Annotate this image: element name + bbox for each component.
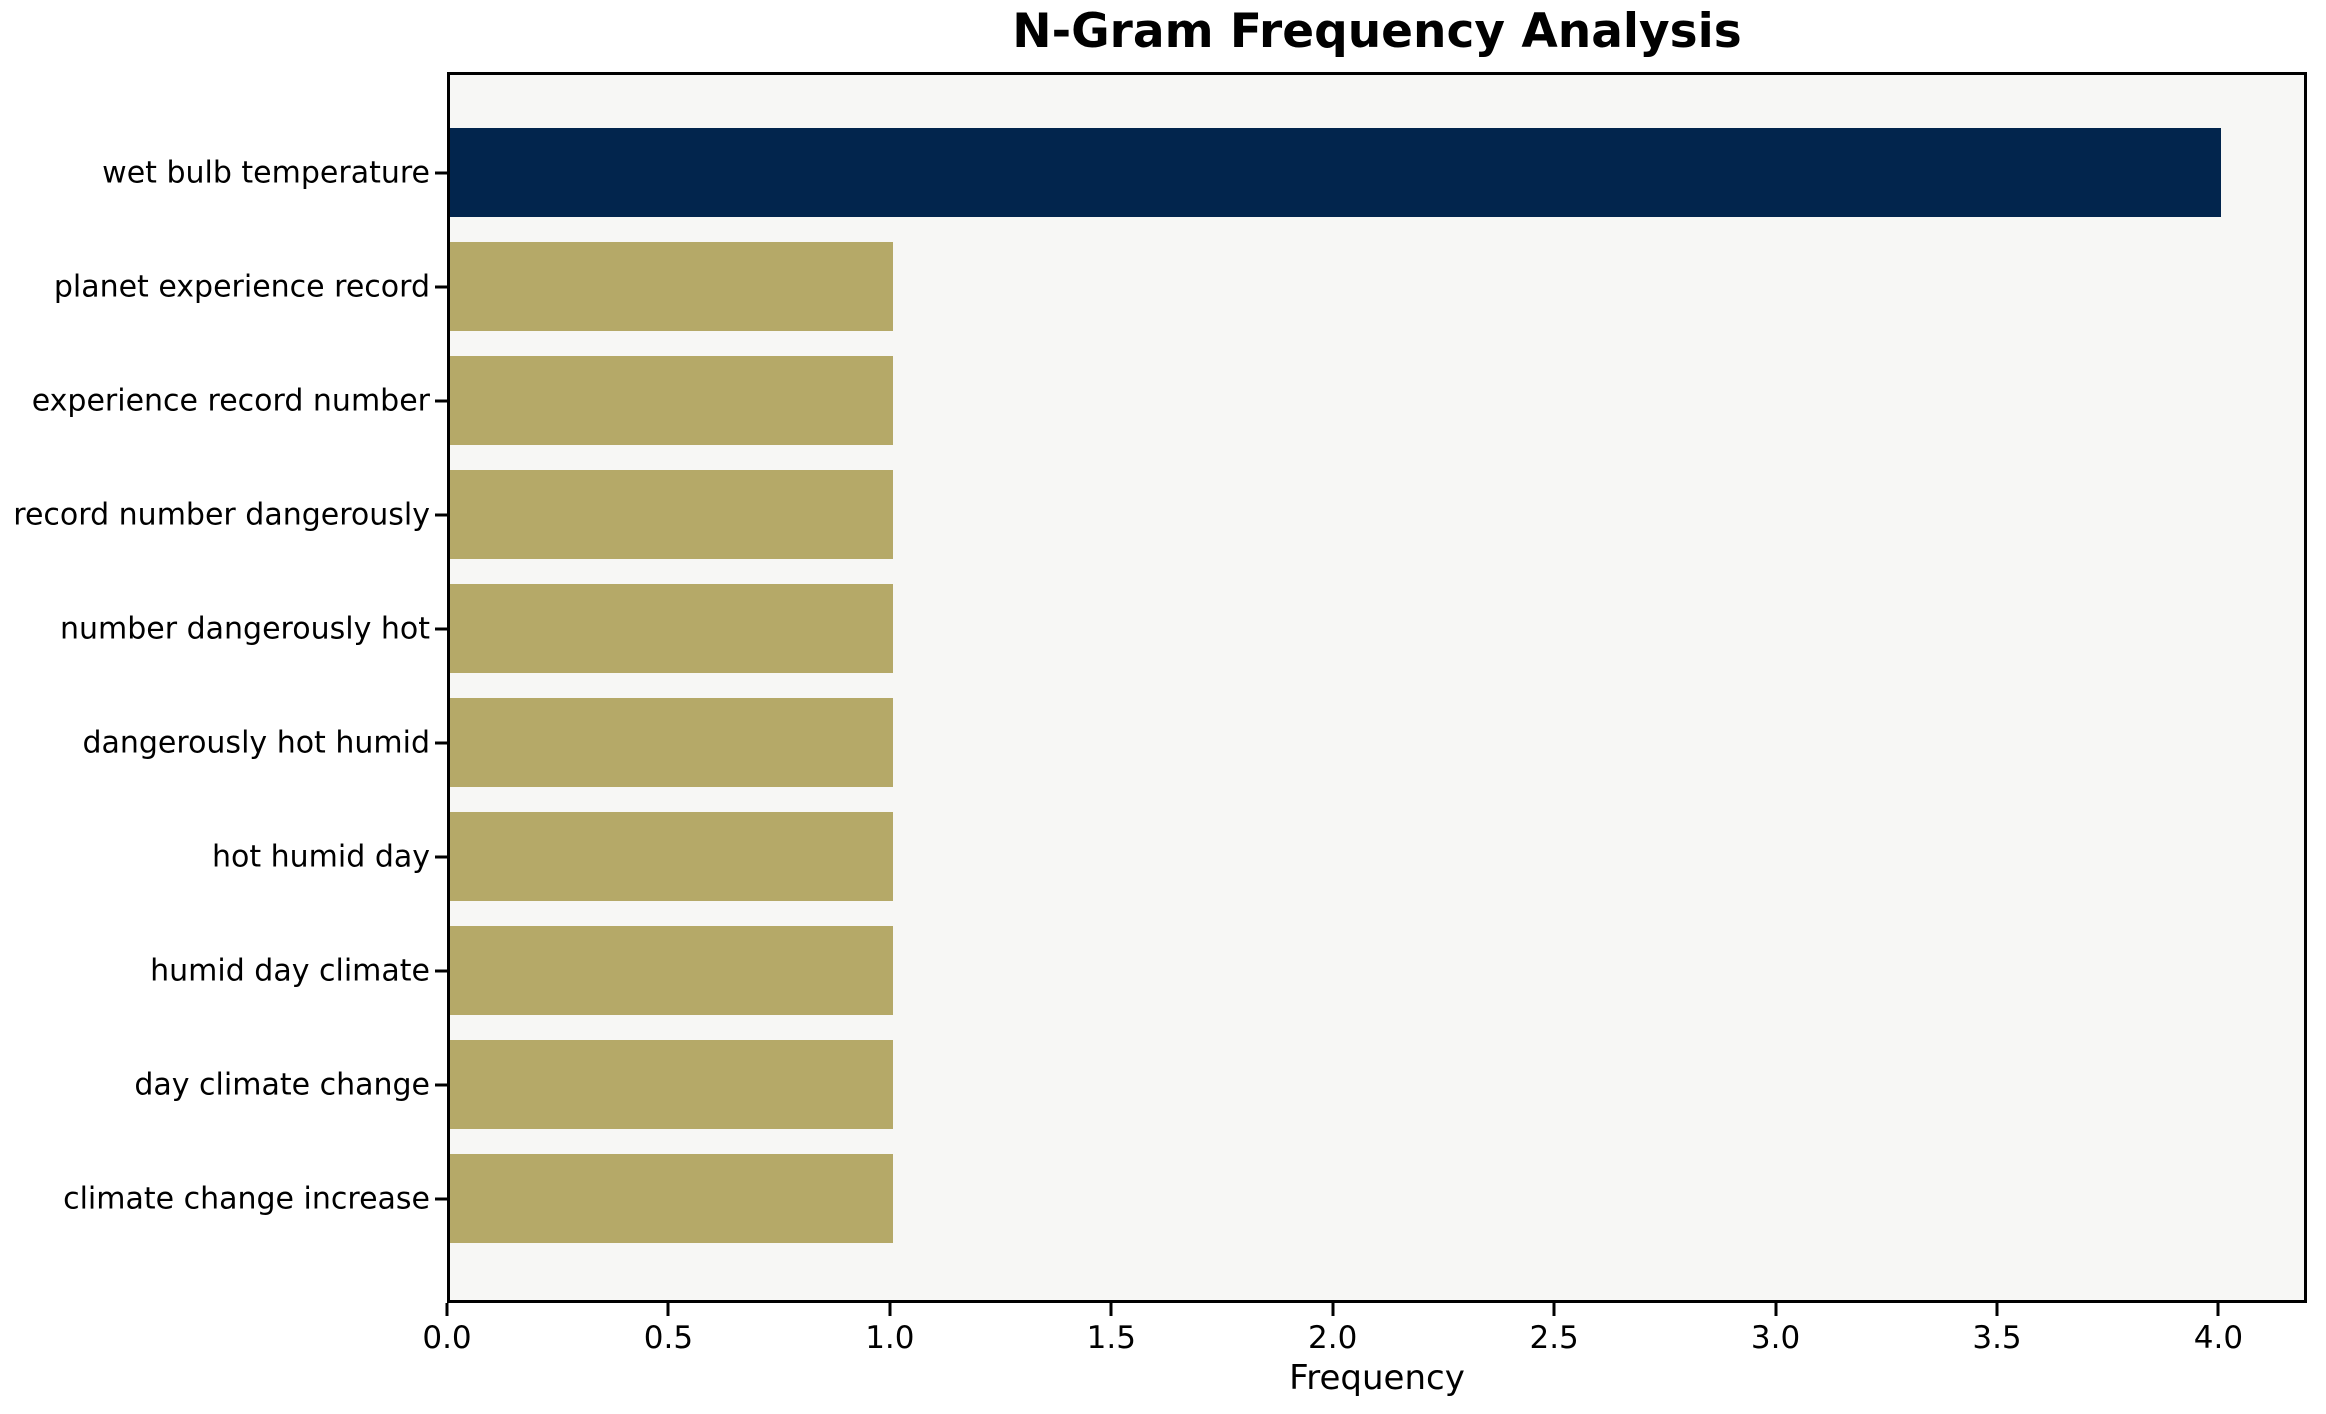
bar-experience-record-number bbox=[450, 356, 893, 445]
bar-climate-change-increase bbox=[450, 1154, 893, 1243]
y-tick-mark bbox=[435, 171, 447, 174]
y-tick-mark bbox=[435, 969, 447, 972]
x-tick-label: 2.0 bbox=[1308, 1320, 1358, 1356]
y-tick-label: dangerously hot humid bbox=[82, 725, 430, 760]
x-tick-mark bbox=[1552, 1303, 1556, 1316]
x-tick-mark bbox=[2216, 1303, 2220, 1316]
bar-record-number-dangerously bbox=[450, 470, 893, 559]
y-tick-mark bbox=[435, 1197, 447, 1200]
y-tick-label: climate change increase bbox=[63, 1181, 430, 1216]
x-tick-mark bbox=[1109, 1303, 1113, 1316]
x-tick-label: 1.5 bbox=[1086, 1320, 1136, 1356]
y-tick-mark bbox=[435, 1083, 447, 1086]
bar-planet-experience-record bbox=[450, 242, 893, 331]
x-tick-label: 2.5 bbox=[1529, 1320, 1579, 1356]
y-tick-label: wet bulb temperature bbox=[102, 155, 430, 190]
y-tick-label: experience record number bbox=[31, 383, 430, 418]
y-tick-label: day climate change bbox=[134, 1067, 430, 1102]
y-tick-label: hot humid day bbox=[211, 839, 430, 874]
y-tick-mark bbox=[435, 399, 447, 402]
x-tick-label: 4.0 bbox=[2193, 1320, 2244, 1356]
bar-day-climate-change bbox=[450, 1040, 893, 1129]
x-tick-mark bbox=[666, 1303, 670, 1316]
x-tick-mark bbox=[1331, 1303, 1335, 1316]
y-tick-mark bbox=[435, 741, 447, 744]
y-tick-label: humid day climate bbox=[150, 953, 430, 988]
plot-area bbox=[447, 72, 2307, 1303]
bar-humid-day-climate bbox=[450, 926, 893, 1015]
y-tick-label: number dangerously hot bbox=[60, 611, 430, 646]
y-tick-mark bbox=[435, 285, 447, 288]
x-tick-label: 3.0 bbox=[1750, 1320, 1801, 1356]
y-tick-mark bbox=[435, 627, 447, 630]
x-axis-label: Frequency bbox=[1289, 1358, 1465, 1398]
x-tick-mark bbox=[888, 1303, 892, 1316]
y-tick-label: planet experience record bbox=[53, 269, 430, 304]
bar-wet-bulb-temperature bbox=[450, 128, 2222, 217]
y-tick-label: record number dangerously bbox=[13, 497, 430, 532]
y-tick-mark bbox=[435, 855, 447, 858]
x-tick-label: 0.5 bbox=[643, 1320, 694, 1356]
y-tick-mark bbox=[435, 513, 447, 516]
x-tick-mark bbox=[1774, 1303, 1778, 1316]
bar-number-dangerously-hot bbox=[450, 584, 893, 673]
x-tick-label: 1.0 bbox=[865, 1320, 915, 1356]
chart-title: N-Gram Frequency Analysis bbox=[1012, 4, 1742, 59]
x-tick-label: 3.5 bbox=[1972, 1320, 2022, 1356]
bar-hot-humid-day bbox=[450, 812, 893, 901]
x-tick-label: 0.0 bbox=[422, 1320, 472, 1356]
x-tick-mark bbox=[445, 1303, 449, 1316]
bar-dangerously-hot-humid bbox=[450, 698, 893, 787]
x-tick-mark bbox=[1995, 1303, 1999, 1316]
